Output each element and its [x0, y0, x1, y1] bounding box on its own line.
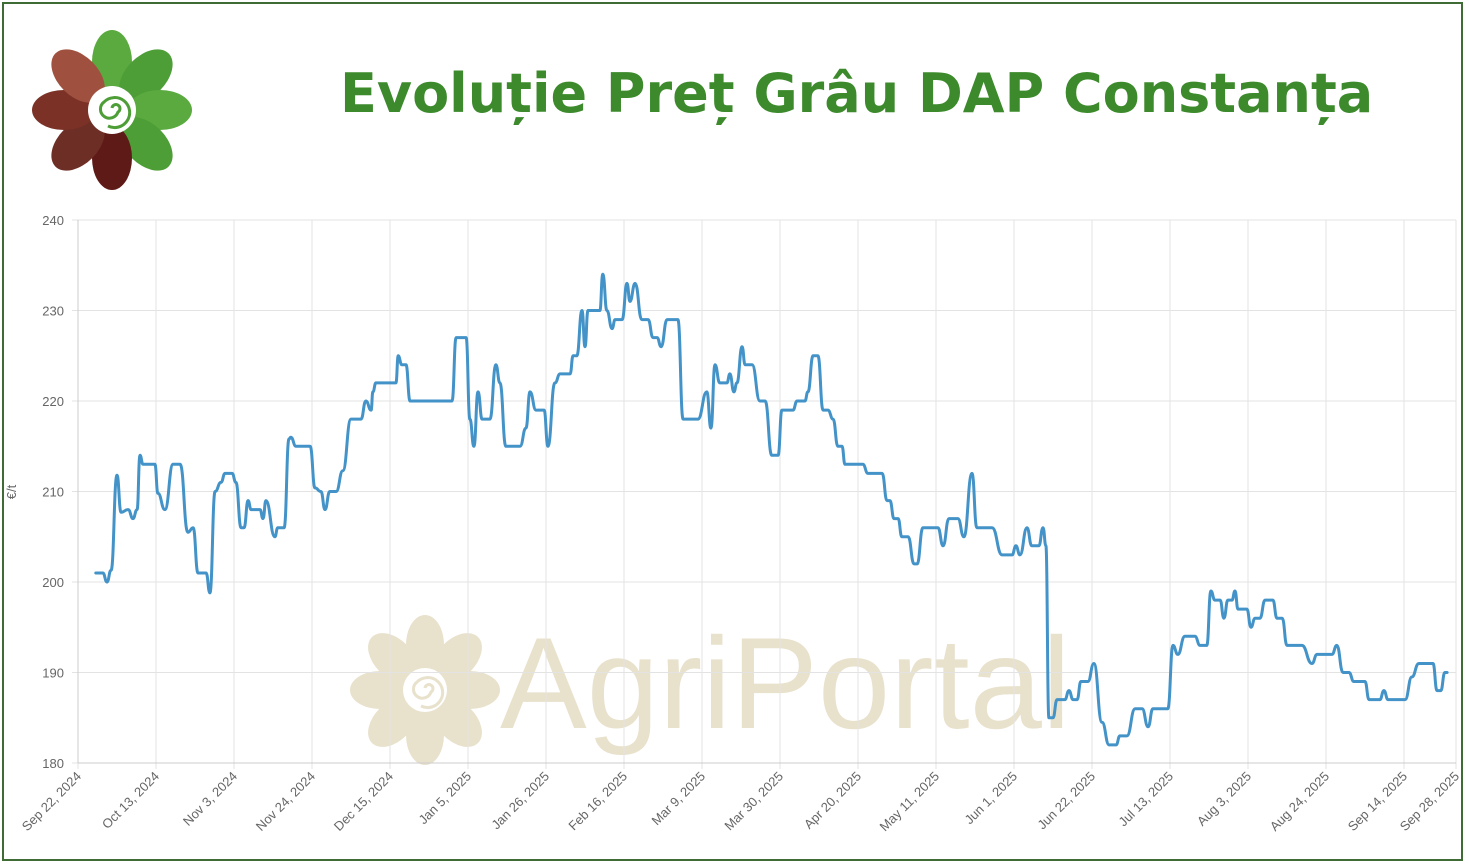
- x-tick-label: May 11, 2025: [876, 769, 942, 835]
- y-tick-label: 200: [42, 575, 64, 590]
- watermark-petal: [368, 696, 419, 747]
- agriportal-watermark: AgriPortal: [350, 610, 1071, 765]
- y-axis-label: €/t: [4, 484, 19, 499]
- x-tick-label: Sep 22, 2024: [19, 769, 84, 834]
- watermark-flower-icon: [350, 615, 500, 765]
- x-tick-label: Nov 24, 2024: [253, 769, 318, 834]
- x-tick-label: Dec 15, 2024: [331, 769, 396, 834]
- y-tick-label: 220: [42, 394, 64, 409]
- x-tick-label: Jun 1, 2025: [961, 769, 1020, 828]
- x-tick-label: Jun 22, 2025: [1034, 769, 1098, 833]
- x-tick-label: Jan 5, 2025: [415, 769, 474, 828]
- watermark-text: AgriPortal: [500, 610, 1071, 756]
- y-tick-label: 180: [42, 756, 64, 771]
- x-tick-label: Mar 9, 2025: [648, 769, 708, 829]
- price-data-points: [95, 274, 1448, 746]
- agriportal-logo: [32, 30, 192, 190]
- logo-center: [88, 86, 136, 134]
- x-tick-label: Aug 24, 2025: [1267, 769, 1332, 834]
- x-tick-label: Apr 20, 2025: [801, 769, 864, 832]
- watermark-petal: [431, 696, 482, 747]
- y-tick-label: 240: [42, 213, 64, 228]
- watermark-petal: [368, 633, 419, 684]
- x-tick-label: Feb 16, 2025: [565, 769, 630, 834]
- y-tick-label: 210: [42, 485, 64, 500]
- logo-petals: [32, 30, 192, 190]
- x-tick-label: Jan 26, 2025: [488, 769, 552, 833]
- x-tick-label: Oct 13, 2024: [99, 769, 162, 832]
- watermark-center: [403, 668, 447, 712]
- y-tick-label: 190: [42, 666, 64, 681]
- y-tick-label: 230: [42, 304, 64, 319]
- x-tick-label: Mar 30, 2025: [721, 769, 786, 834]
- x-tick-label: Nov 3, 2024: [180, 769, 240, 829]
- watermark-petal: [431, 633, 482, 684]
- x-tick-label: Jul 13, 2025: [1115, 769, 1176, 830]
- watermark-spiral: [412, 676, 445, 710]
- page-title: Evoluție Preț Grâu DAP Constanța: [340, 62, 1374, 125]
- x-tick-label: Aug 3, 2025: [1194, 769, 1254, 829]
